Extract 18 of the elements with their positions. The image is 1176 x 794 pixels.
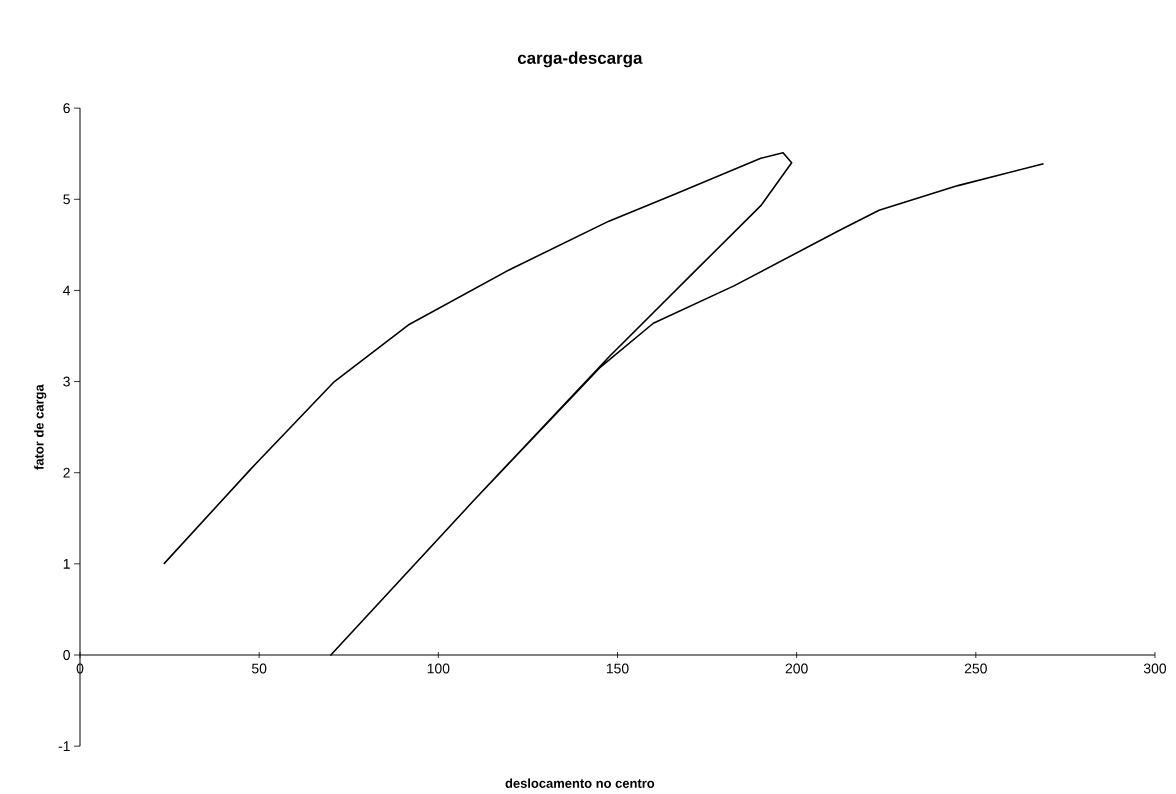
y-tick-label: 3 — [63, 376, 70, 387]
y-tick-label: 1 — [63, 559, 70, 569]
x-axis-title: deslocamento no centro — [505, 778, 655, 788]
x-tick-label: 200 — [785, 663, 808, 674]
x-tick-label: 300 — [1143, 663, 1167, 674]
x-tick-label: 50 — [251, 663, 267, 674]
x-tick-label: 250 — [964, 663, 987, 674]
y-tick-label: -1 — [58, 741, 70, 751]
y-tick-label: 2 — [63, 467, 70, 478]
x-tick-label: 100 — [427, 663, 450, 674]
x-tick-label: 0 — [76, 663, 84, 674]
y-tick-label: 5 — [63, 194, 70, 205]
x-tick-label: 150 — [606, 663, 629, 674]
y-tick-label: 4 — [63, 285, 71, 296]
y-tick-label: 0 — [63, 650, 70, 660]
chart-title: carga-descarga — [517, 51, 643, 68]
y-axis-title: fator de carga — [34, 384, 47, 470]
y-tick-label: 6 — [63, 103, 70, 114]
